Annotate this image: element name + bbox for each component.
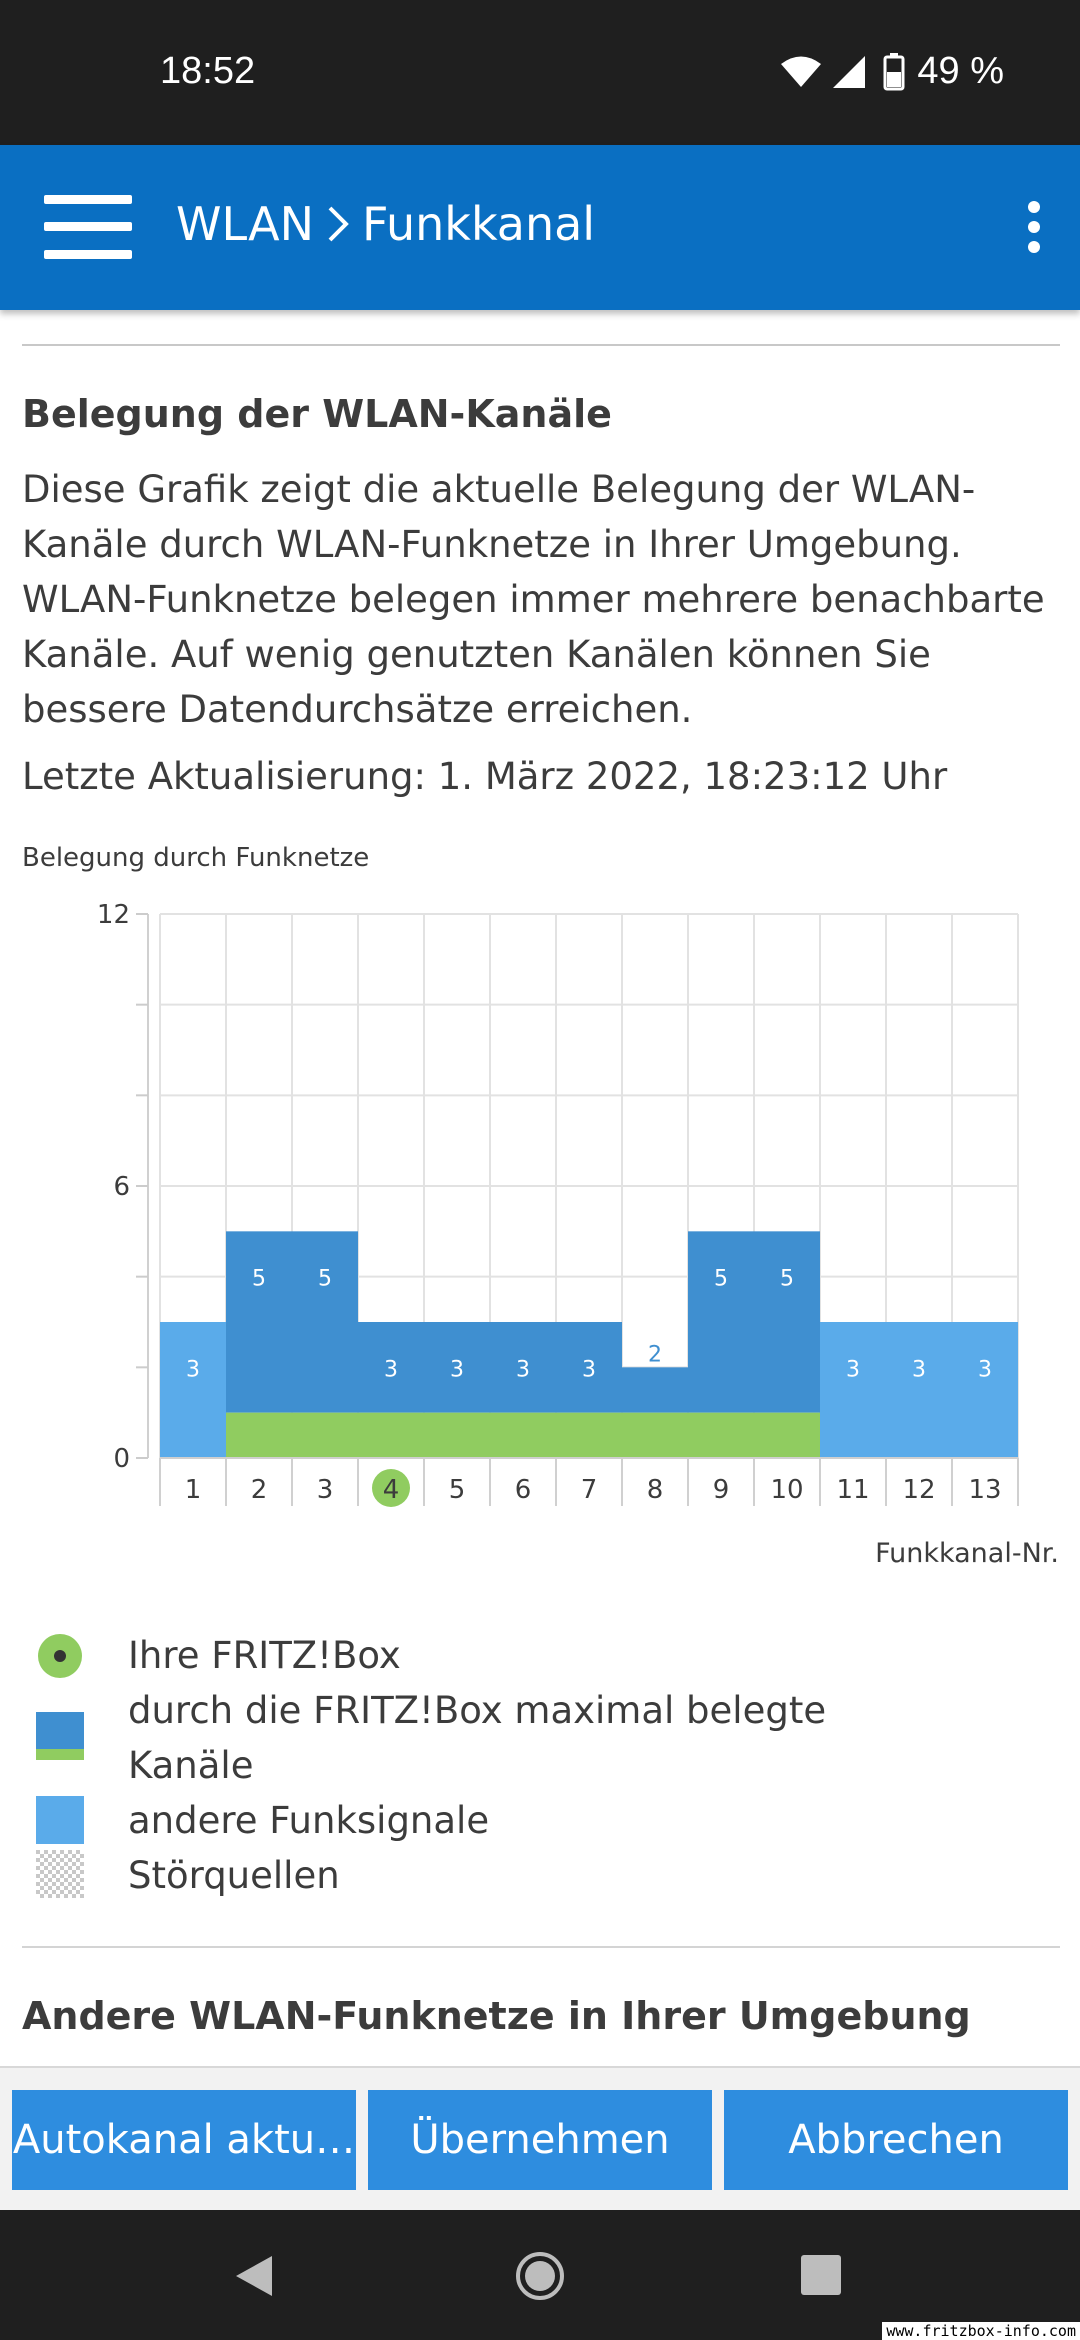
- app-bar: WLAN Funkkanal: [0, 145, 1080, 310]
- legend-label-interference: Störquellen: [128, 1854, 340, 1897]
- chart-x-label: Funkkanal-Nr.: [875, 1538, 1059, 1569]
- more-vert-icon[interactable]: [1014, 195, 1054, 259]
- status-bar: 18:52 49 %: [0, 0, 1080, 145]
- bar-channel-10: [754, 1231, 820, 1413]
- section-description: Diese Grafik zeigt die aktuelle Belegung…: [22, 468, 1045, 731]
- x-tick-label: 2: [251, 1475, 268, 1505]
- breadcrumb-current: Funkkanal: [362, 197, 596, 251]
- x-tick-label: 10: [770, 1475, 803, 1505]
- menu-icon[interactable]: [44, 195, 132, 259]
- legend-label-own: Ihre FRITZ!Box: [128, 1634, 401, 1677]
- bar-value-label: 5: [714, 1267, 728, 1292]
- bar-channel-1: [160, 1322, 226, 1458]
- x-tick-label: 11: [836, 1475, 869, 1505]
- bar-channel-7: [556, 1322, 622, 1413]
- bar-channel-4: [358, 1322, 424, 1413]
- breadcrumb-parent[interactable]: WLAN: [176, 197, 315, 251]
- bar-channel-6: [490, 1322, 556, 1413]
- autochannel-button[interactable]: Autokanal aktu…: [12, 2090, 356, 2190]
- cancel-button[interactable]: Abbrechen: [724, 2090, 1068, 2190]
- apply-button[interactable]: Übernehmen: [368, 2090, 712, 2190]
- bar-value-label: 2: [648, 1342, 662, 1367]
- x-tick-label: 5: [449, 1475, 466, 1505]
- x-tick-label: 3: [317, 1475, 334, 1505]
- bar-channel-9: [688, 1231, 754, 1413]
- bar-value-label: 3: [582, 1357, 596, 1382]
- bar-channel-13: [952, 1322, 1018, 1458]
- bar-channel-2: [226, 1231, 292, 1413]
- home-icon[interactable]: [514, 2250, 566, 2302]
- bar-value-label: 3: [384, 1357, 398, 1382]
- bar-value-label: 5: [252, 1267, 266, 1292]
- wifi-icon: [781, 56, 822, 87]
- watermark: www.fritzbox-info.com: [882, 2322, 1080, 2340]
- breadcrumb: WLAN Funkkanal: [176, 197, 595, 251]
- section-title: Belegung der WLAN-Kanäle: [22, 392, 612, 436]
- bar-channel-8: [622, 1367, 688, 1413]
- system-nav-bar: [0, 2210, 1080, 2340]
- x-tick-label: 13: [968, 1475, 1001, 1505]
- bar-value-label: 5: [318, 1267, 332, 1292]
- own-channel-marker: [372, 1469, 410, 1507]
- recents-icon[interactable]: [800, 2254, 842, 2296]
- own-range-bar: [226, 1412, 820, 1458]
- bar-value-label: 3: [912, 1357, 926, 1382]
- bar-channel-5: [424, 1322, 490, 1413]
- battery-icon: [883, 52, 905, 90]
- last-update: Letzte Aktualisierung: 1. März 2022, 18:…: [22, 755, 948, 798]
- battery-percentage: 49 %: [917, 50, 1004, 92]
- x-tick-label: 12: [902, 1475, 935, 1505]
- x-tick-label: 4: [383, 1475, 400, 1505]
- y-tick-label: 0: [113, 1444, 130, 1474]
- bar-value-label: 3: [186, 1357, 200, 1382]
- chevron-right-icon: [326, 204, 350, 244]
- x-tick-label: 9: [713, 1475, 730, 1505]
- legend-label-own-range: durch die FRITZ!Box maximal belegte Kanä…: [128, 1689, 827, 1787]
- bar-channel-11: [820, 1322, 886, 1458]
- section2-title: Andere WLAN-Funknetze in Ihrer Umgebung: [22, 1994, 971, 2038]
- x-tick-label: 8: [647, 1475, 664, 1505]
- divider: [22, 344, 1060, 346]
- status-time: 18:52: [160, 50, 256, 92]
- button-bar: Autokanal aktu… Übernehmen Abbrechen: [0, 2066, 1080, 2210]
- legend-swatch-own-channel-icon: [36, 1632, 84, 1684]
- x-tick-label: 1: [185, 1475, 202, 1505]
- bar-value-label: 3: [846, 1357, 860, 1382]
- y-tick-label: 6: [113, 1172, 130, 1202]
- bar-channel-12: [886, 1322, 952, 1458]
- bar-value-label: 3: [450, 1357, 464, 1382]
- status-icons: 49 %: [779, 50, 1004, 93]
- back-icon[interactable]: [232, 2252, 276, 2300]
- chart-y-caption: Belegung durch Funknetze: [22, 843, 370, 873]
- bar-value-label: 5: [780, 1267, 794, 1292]
- signal-icon: [833, 55, 866, 88]
- legend-swatch-other-icon: [36, 1796, 84, 1848]
- bar-value-label: 3: [516, 1357, 530, 1382]
- bar-value-label: 3: [978, 1357, 992, 1382]
- legend-swatch-own-range-icon: [36, 1712, 84, 1764]
- bar-channel-3: [292, 1231, 358, 1413]
- divider: [22, 1946, 1060, 1948]
- legend-label-other: andere Funksignale: [128, 1799, 490, 1842]
- x-tick-label: 6: [515, 1475, 532, 1505]
- legend-swatch-interference-icon: [36, 1850, 84, 1902]
- x-tick-label: 7: [581, 1475, 598, 1505]
- y-tick-label: 12: [97, 900, 130, 930]
